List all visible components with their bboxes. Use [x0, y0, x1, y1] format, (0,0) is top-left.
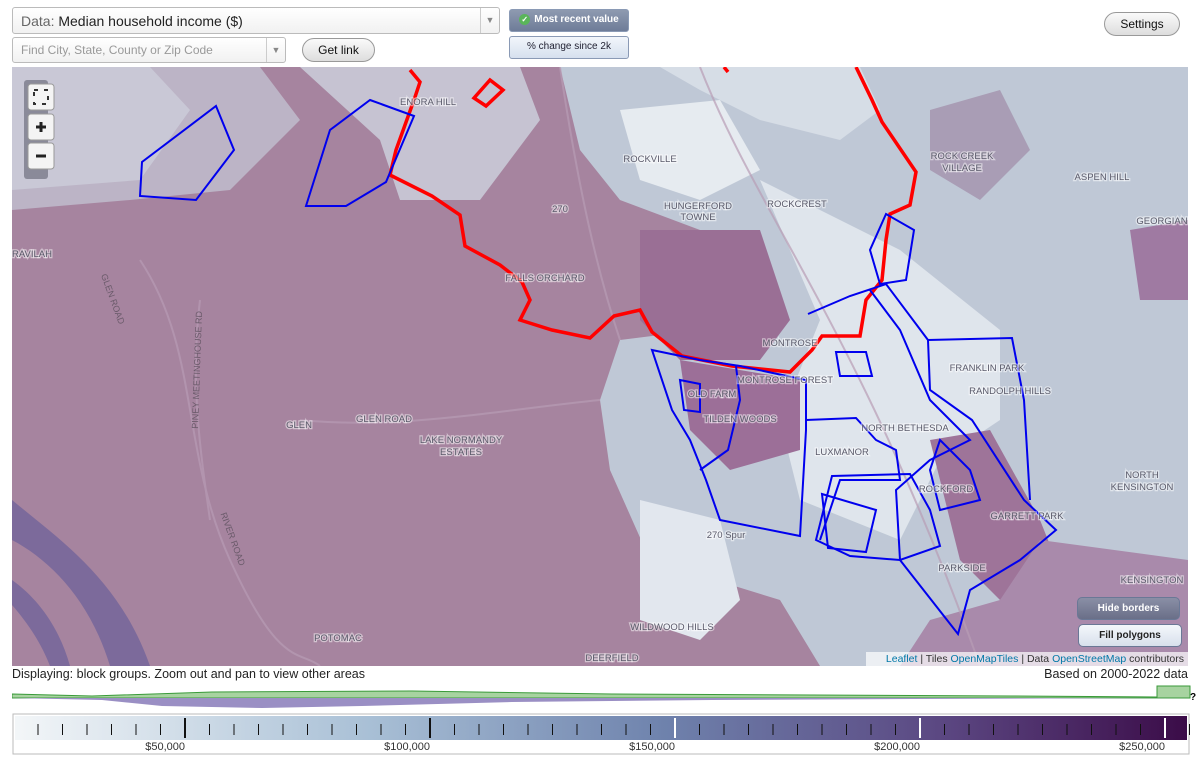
place-label: POTOMAC [314, 633, 362, 644]
mode-recent-label: Most recent value [534, 14, 619, 25]
place-label: NORTH BETHESDA [861, 423, 949, 434]
dropdown-arrow: ▼ [266, 38, 285, 62]
place-label: LUXMANOR [815, 447, 869, 458]
place-label: 270 [552, 204, 568, 215]
county-border [471, 67, 730, 109]
place-label: FRANKLIN PARK [950, 363, 1025, 374]
legend: $50,000 $100,000 $150,000 $200,000 $250,000 [12, 713, 1190, 755]
place-label: ROCKVILLE [623, 154, 676, 165]
search-placeholder: Find City, State, County or Zip Code [21, 43, 213, 57]
legend-tick-label: $50,000 [145, 741, 185, 753]
place-label: PARKSIDE [938, 563, 985, 574]
place-label: WILDWOOD HILLS [630, 622, 713, 633]
map-area [640, 230, 790, 360]
place-label: GARRETT PARK [990, 511, 1064, 522]
tiles-link[interactable]: OpenMapTiles [950, 653, 1019, 665]
data-value: Median household income ($) [58, 13, 243, 29]
map-area [930, 430, 1060, 600]
place-label: ROCKCREST [767, 199, 827, 210]
fit-icon [33, 89, 49, 105]
search-box[interactable]: Find City, State, County or Zip Code ▼ [12, 37, 286, 63]
legend-tick-label: $250,000 [1119, 741, 1165, 753]
mode-change-button[interactable]: % change since 2k [509, 36, 629, 59]
road-label: PINEY MEETINGHOUSE RD [190, 310, 204, 429]
place-label: MONTROSE FOREST [737, 375, 833, 386]
mode-recent-button[interactable]: ✓ Most recent value [509, 9, 629, 32]
histogram-green [12, 685, 1191, 699]
place-label: GLEN ROAD [356, 414, 412, 425]
place-label: VILLAGE [942, 163, 982, 174]
place-label: 270 Spur [707, 530, 746, 541]
displaying-note: Displaying: block groups. Zoom out and p… [12, 667, 365, 681]
map-area [640, 500, 740, 640]
place-borders [138, 98, 1058, 637]
county-border [387, 67, 918, 374]
river [12, 500, 150, 666]
histogram: ? [12, 685, 1196, 708]
map-area [660, 67, 880, 140]
dropdown-arrow: ▼ [480, 8, 499, 33]
map-area [930, 90, 1030, 200]
leaflet-link[interactable]: Leaflet [885, 653, 918, 665]
legend-tick-label: $100,000 [384, 741, 430, 753]
place-label: FALLS ORCHARD [505, 273, 584, 284]
data-select[interactable]: Data: Median household income ($) ▼ [12, 7, 500, 34]
histogram-purple [12, 698, 1190, 708]
get-link-button[interactable]: Get link [302, 38, 375, 62]
place-label: HUNGERFORD [664, 201, 732, 212]
place-label: ASPEN HILL [1075, 172, 1130, 183]
place-label: RAVILAH [12, 249, 52, 260]
based-on-note: Based on 2000-2022 data [1044, 667, 1188, 681]
fit-button[interactable] [27, 83, 55, 111]
place-label: ESTATES [440, 447, 482, 458]
place-label: MONTROSE [763, 338, 818, 349]
place-label: TILDEN WOODS [703, 414, 776, 425]
place-label: ROCKFORD [919, 484, 974, 495]
fill-polygons-button[interactable]: Fill polygons [1078, 624, 1182, 647]
osm-link[interactable]: OpenStreetMap [1052, 653, 1127, 665]
river [12, 580, 70, 666]
place-label: RANDOLPH HILLS [969, 386, 1051, 397]
help[interactable]: ? [1190, 692, 1196, 703]
map-area [680, 360, 800, 470]
attribution: Leaflet | Tiles OpenMapTiles | Data Open… [866, 652, 1188, 666]
place-label: TOWNE [680, 212, 715, 223]
data-prefix: Data [1026, 653, 1050, 665]
zoom-control [24, 80, 55, 179]
place-label: KENSINGTON [1111, 482, 1174, 493]
map-area [1130, 220, 1188, 300]
data-label: Data: [21, 13, 55, 29]
zoom-in-icon [36, 122, 46, 132]
place-label: DEERFIELD [585, 653, 638, 664]
roads [139, 67, 981, 666]
place-label: ROCK CREEK [931, 151, 994, 162]
place-label: GLEN [286, 420, 312, 431]
settings-button[interactable]: Settings [1104, 12, 1180, 36]
place-label: ENORA HILL [400, 97, 456, 108]
place-label: GEORGIAN [1136, 216, 1187, 227]
legend-tick-label: $200,000 [874, 741, 920, 753]
place-label: KENSINGTON [1121, 575, 1184, 586]
attribution-suffix: contributors [1129, 653, 1184, 665]
tiles-prefix: Tiles [925, 653, 948, 665]
legend-tick-label: $150,000 [629, 741, 675, 753]
place-label: OLD FARM [688, 389, 737, 400]
place-label: LAKE NORMANDY [420, 435, 503, 446]
hide-borders-button[interactable]: Hide borders [1077, 597, 1180, 620]
place-label: NORTH [1125, 470, 1159, 481]
